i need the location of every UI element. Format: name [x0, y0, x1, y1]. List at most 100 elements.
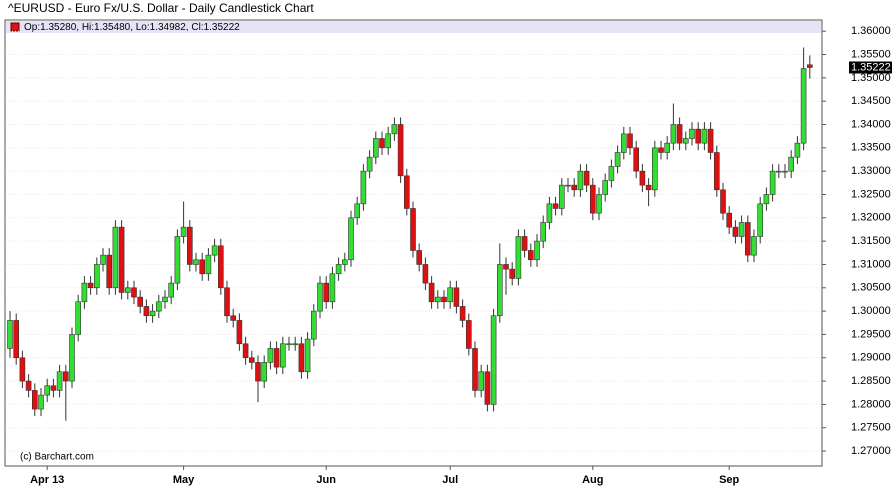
candle-body: [577, 170, 584, 191]
chart-title: ^EURUSD - Euro Fx/U.S. Dollar - Daily Ca…: [8, 1, 314, 15]
legend-swatch: [10, 22, 20, 32]
candle-body: [465, 320, 472, 349]
candle-body: [509, 268, 516, 279]
candle-body: [391, 124, 398, 135]
candle-body: [775, 170, 782, 173]
y-tick-label: 1.29500: [851, 328, 891, 340]
candle-body: [7, 320, 13, 349]
candle-body: [788, 156, 795, 172]
candle-body: [100, 254, 106, 265]
y-tick-label: 1.32500: [851, 188, 891, 200]
y-tick-label: 1.33500: [851, 142, 891, 154]
ohlc-label: Op:1.35280, Hi:1.35480, Lo:1.34982, Cl:1…: [24, 22, 240, 33]
last-price-box: [849, 61, 892, 74]
candle-body: [298, 343, 305, 373]
candle-body: [620, 133, 627, 153]
candle-body: [94, 264, 100, 289]
candle-body: [540, 222, 547, 242]
candle-body: [31, 390, 38, 410]
candle-body: [583, 170, 590, 186]
candle-body: [125, 287, 131, 293]
candle-body: [546, 203, 553, 223]
candle-body: [763, 194, 770, 205]
candle-body: [56, 371, 63, 391]
y-tick-label: 1.35500: [851, 48, 891, 60]
candle-body: [19, 357, 26, 382]
x-tick-label: Apr 13: [30, 474, 64, 486]
candle-body: [782, 170, 788, 173]
candle-body: [490, 315, 497, 405]
candle-body: [372, 138, 379, 158]
candle-body: [137, 296, 143, 307]
candle-body: [472, 348, 478, 391]
candle-body: [695, 128, 702, 144]
candle-body: [341, 259, 348, 265]
candle-body: [310, 310, 317, 340]
y-tick-label: 1.31000: [851, 258, 891, 270]
y-tick-label: 1.33000: [851, 165, 891, 177]
candle-body: [106, 254, 112, 289]
candle-body: [397, 124, 404, 177]
candle-body: [571, 184, 578, 191]
candle-body: [292, 343, 299, 346]
candle-body: [806, 64, 813, 68]
candle-body: [794, 142, 801, 158]
candle-body: [156, 301, 162, 312]
candle-body: [738, 222, 745, 237]
candle-body: [410, 208, 416, 251]
candle-body: [13, 320, 19, 359]
candle-body: [732, 226, 739, 237]
candle-body: [800, 68, 807, 144]
candle-body: [87, 282, 94, 289]
x-tick-label: May: [173, 474, 195, 486]
candle-body: [720, 189, 726, 214]
candle-body: [44, 385, 51, 396]
candle-body: [354, 203, 361, 219]
candle-body: [62, 371, 69, 382]
candle-body: [689, 128, 695, 139]
candle-body: [447, 287, 454, 303]
candle-body: [670, 124, 677, 144]
candle-body: [503, 264, 509, 270]
candle-body: [534, 240, 540, 261]
candle-body: [317, 282, 323, 312]
candle-body: [658, 147, 664, 153]
candle-body: [596, 194, 602, 214]
candle-body: [366, 156, 373, 172]
candle-body: [50, 385, 57, 391]
candle-body: [131, 287, 137, 298]
candle-body: [459, 306, 466, 321]
candle-body: [701, 128, 708, 144]
candle-body: [205, 254, 212, 275]
candle-body: [639, 170, 646, 186]
candle-body: [118, 226, 125, 293]
candle-body: [75, 301, 81, 335]
watermark: (c) Barchart.com: [20, 452, 94, 463]
y-tick-label: 1.28000: [851, 398, 891, 410]
candle-body: [744, 222, 751, 256]
candle-body: [515, 236, 522, 279]
candle-body: [112, 226, 119, 289]
candle-body: [527, 250, 534, 261]
candle-body: [664, 142, 671, 153]
candle-body: [329, 273, 336, 303]
y-tick-label: 1.28500: [851, 375, 891, 387]
candle-body: [453, 287, 460, 307]
candle-body: [211, 245, 218, 256]
candle-body: [379, 138, 385, 149]
candle-body: [323, 282, 330, 303]
candle-body: [769, 170, 776, 195]
candle-body: [422, 264, 429, 284]
candle-body: [707, 128, 714, 153]
y-tick-label: 1.36000: [851, 25, 891, 37]
candle-body: [496, 264, 503, 317]
y-tick-label: 1.27000: [851, 445, 891, 457]
x-tick-label: Jun: [316, 474, 336, 486]
y-tick-label: 1.31500: [851, 235, 891, 247]
y-tick-label: 1.27500: [851, 422, 891, 434]
y-tick-label: 1.32000: [851, 212, 891, 224]
candle-body: [521, 236, 528, 251]
candle-body: [360, 170, 367, 205]
candle-body: [757, 203, 764, 237]
